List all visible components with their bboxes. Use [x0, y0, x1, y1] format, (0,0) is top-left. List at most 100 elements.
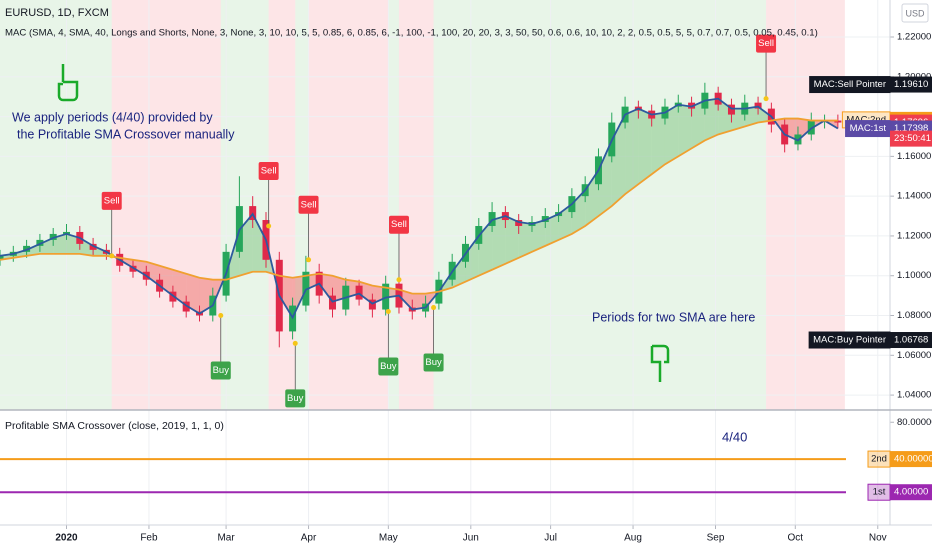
- price-label-name: MAC:Sell Pointer: [814, 79, 886, 90]
- signal-label: Buy: [213, 365, 230, 376]
- signal-box: [298, 195, 319, 214]
- candle-body: [62, 231, 70, 234]
- y-tick-label: 1.12000: [897, 230, 931, 241]
- indicator-params: MAC (SMA, 4, SMA, 40, Longs and Shorts, …: [5, 28, 818, 39]
- ma-cloud: [638, 108, 652, 185]
- signal-point: [396, 277, 402, 283]
- price-label-name-box: [808, 331, 891, 349]
- symbol-title: EURUSD, 1D, FXCM: [5, 7, 109, 19]
- signal-point: [109, 253, 115, 259]
- candle-body: [302, 271, 310, 306]
- grid: [0, 0, 894, 529]
- hand-icon-up: [57, 64, 79, 102]
- labels: 1.04000 1.06000 1.08000 1.10000 1.12000 1.140…: [55, 32, 932, 544]
- candle-body: [328, 295, 336, 310]
- price-label-value: 1.06768: [894, 335, 928, 346]
- ma-cloud: [159, 265, 173, 296]
- signal-box: [423, 353, 444, 372]
- candle-body: [36, 239, 44, 246]
- signal-region: [433, 0, 767, 410]
- signal-region: [0, 0, 112, 410]
- signal-label: Sell: [104, 195, 120, 206]
- candle-body: [368, 299, 376, 310]
- signal-point: [306, 257, 312, 263]
- signal-box: [756, 34, 777, 53]
- candle-body: [23, 245, 31, 252]
- signal-label: Sell: [261, 166, 277, 177]
- signal-label: Sell: [301, 199, 317, 210]
- price-label-value: 1.17398: [894, 123, 928, 134]
- y-tick-label: 1.08000: [897, 310, 931, 321]
- ma-cloud: [518, 222, 532, 258]
- signal-point: [763, 96, 769, 102]
- countdown: 23:50:41: [894, 133, 931, 144]
- candle-body: [382, 283, 390, 310]
- ma-cloud: [505, 216, 519, 264]
- y-tick-label: 80.00000: [897, 417, 932, 428]
- currency-box[interactable]: [901, 3, 929, 23]
- x-tick-label: Feb: [140, 533, 158, 544]
- price-label-box: [890, 76, 932, 93]
- x-tick-label: Jun: [463, 533, 479, 544]
- signal-box: [378, 357, 399, 376]
- y-tick-label: 1.04000: [897, 390, 931, 401]
- price-label-name: MAC:1st: [850, 123, 887, 134]
- signal-region: [220, 0, 269, 410]
- signal-box: [210, 361, 231, 380]
- annotation: Periods for two SMA are here: [592, 310, 755, 324]
- candle-body: [754, 102, 762, 109]
- y-tick-label: 1.16000: [897, 151, 931, 162]
- signal-point: [431, 305, 437, 311]
- ma-line: [0, 97, 839, 320]
- ma-cloud: [598, 140, 612, 217]
- signal-label: Buy: [287, 393, 304, 404]
- y-tick-label: 1.06000: [897, 350, 931, 361]
- signal-region: [308, 0, 389, 410]
- x-tick-label: Apr: [301, 533, 317, 544]
- signal-region: [268, 0, 296, 410]
- signal-point: [266, 223, 272, 229]
- candle-body: [355, 285, 363, 300]
- candle-body: [688, 102, 696, 109]
- ma-cloud: [492, 216, 506, 270]
- signal-region: [398, 0, 434, 410]
- price-label-name-box: [845, 120, 891, 138]
- candle-body: [49, 233, 57, 240]
- indicator-name: 2nd: [871, 454, 887, 465]
- x-tick-label: 2020: [55, 533, 78, 544]
- signal-label: Buy: [380, 361, 397, 372]
- ma-cloud: [704, 98, 719, 141]
- ma-cloud: [39, 237, 54, 254]
- signal-box: [258, 161, 279, 180]
- x-tick-label: Oct: [788, 533, 804, 544]
- indicator-value-box: [890, 484, 932, 501]
- y-tick-label: 1.10000: [897, 270, 931, 281]
- signal-box: [285, 389, 306, 408]
- signal-region: [111, 0, 221, 410]
- candle-body: [89, 243, 97, 250]
- price-label-name: MAC:Buy Pointer: [813, 335, 886, 346]
- y-tick-label: 1.22000: [897, 32, 931, 43]
- x-tick-label: May: [379, 533, 398, 544]
- y-tick-label: 1.14000: [897, 191, 931, 202]
- ma-cloud: [678, 104, 692, 157]
- x-tick-label: Aug: [624, 533, 642, 544]
- signal-point: [218, 313, 224, 319]
- ma-cloud: [465, 235, 479, 282]
- candle-body: [515, 220, 523, 226]
- signal-region: [388, 0, 399, 410]
- indicator-note: 4/40: [722, 429, 747, 444]
- ma-cloud: [146, 261, 160, 286]
- annotation: the Profitable SMA Crossover manually: [17, 127, 235, 141]
- candle-body: [727, 104, 735, 115]
- ma-cloud: [26, 243, 40, 256]
- ma-cloud: [531, 220, 546, 252]
- indicator-value: 40.00000: [894, 454, 932, 465]
- x-tick-label: Mar: [217, 533, 235, 544]
- signal-label: Sell: [758, 38, 774, 49]
- annotation: We apply periods (4/40) provided by: [12, 110, 213, 124]
- price-label-name-box: [809, 76, 891, 94]
- x-tick-label: Sep: [707, 533, 725, 544]
